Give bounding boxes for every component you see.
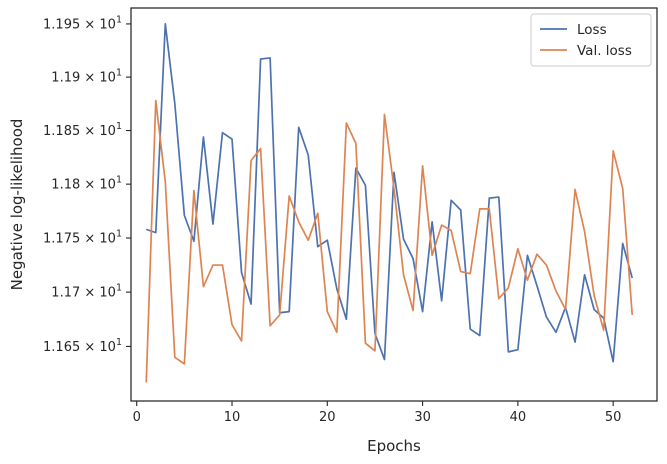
y-tick-label: 1.165 × 101 <box>43 337 122 355</box>
y-tick-label: 1.195 × 101 <box>43 14 122 32</box>
x-tick-label: 10 <box>224 410 241 425</box>
series-line-val-loss <box>146 101 632 383</box>
y-tick-label: 1.175 × 101 <box>43 229 122 247</box>
legend: Loss Val. loss <box>531 14 651 66</box>
x-tick-label: 20 <box>319 410 336 425</box>
y-tick-label: 1.19 × 101 <box>51 68 122 86</box>
series-lines <box>146 24 632 383</box>
y-axis-label: Negative log-likelihood <box>8 119 26 291</box>
legend-label-val-loss: Val. loss <box>577 43 632 59</box>
y-tick-label: 1.18 × 101 <box>51 175 122 193</box>
y-axis: 1.165 × 101 1.17 × 101 1.175 × 101 1.18 × 1… <box>43 14 131 355</box>
x-tick-label: 30 <box>414 410 431 425</box>
y-tick-label: 1.17 × 101 <box>51 283 122 301</box>
x-tick-label: 50 <box>605 410 622 425</box>
series-line-loss <box>146 24 632 362</box>
x-axis-label: Epochs <box>367 437 421 455</box>
x-tick-label: 0 <box>133 410 141 425</box>
x-tick-label: 40 <box>510 410 527 425</box>
x-axis: 0 10 20 30 40 50 <box>133 401 622 425</box>
y-tick-label: 1.185 × 101 <box>43 121 122 139</box>
legend-label-loss: Loss <box>577 22 607 38</box>
